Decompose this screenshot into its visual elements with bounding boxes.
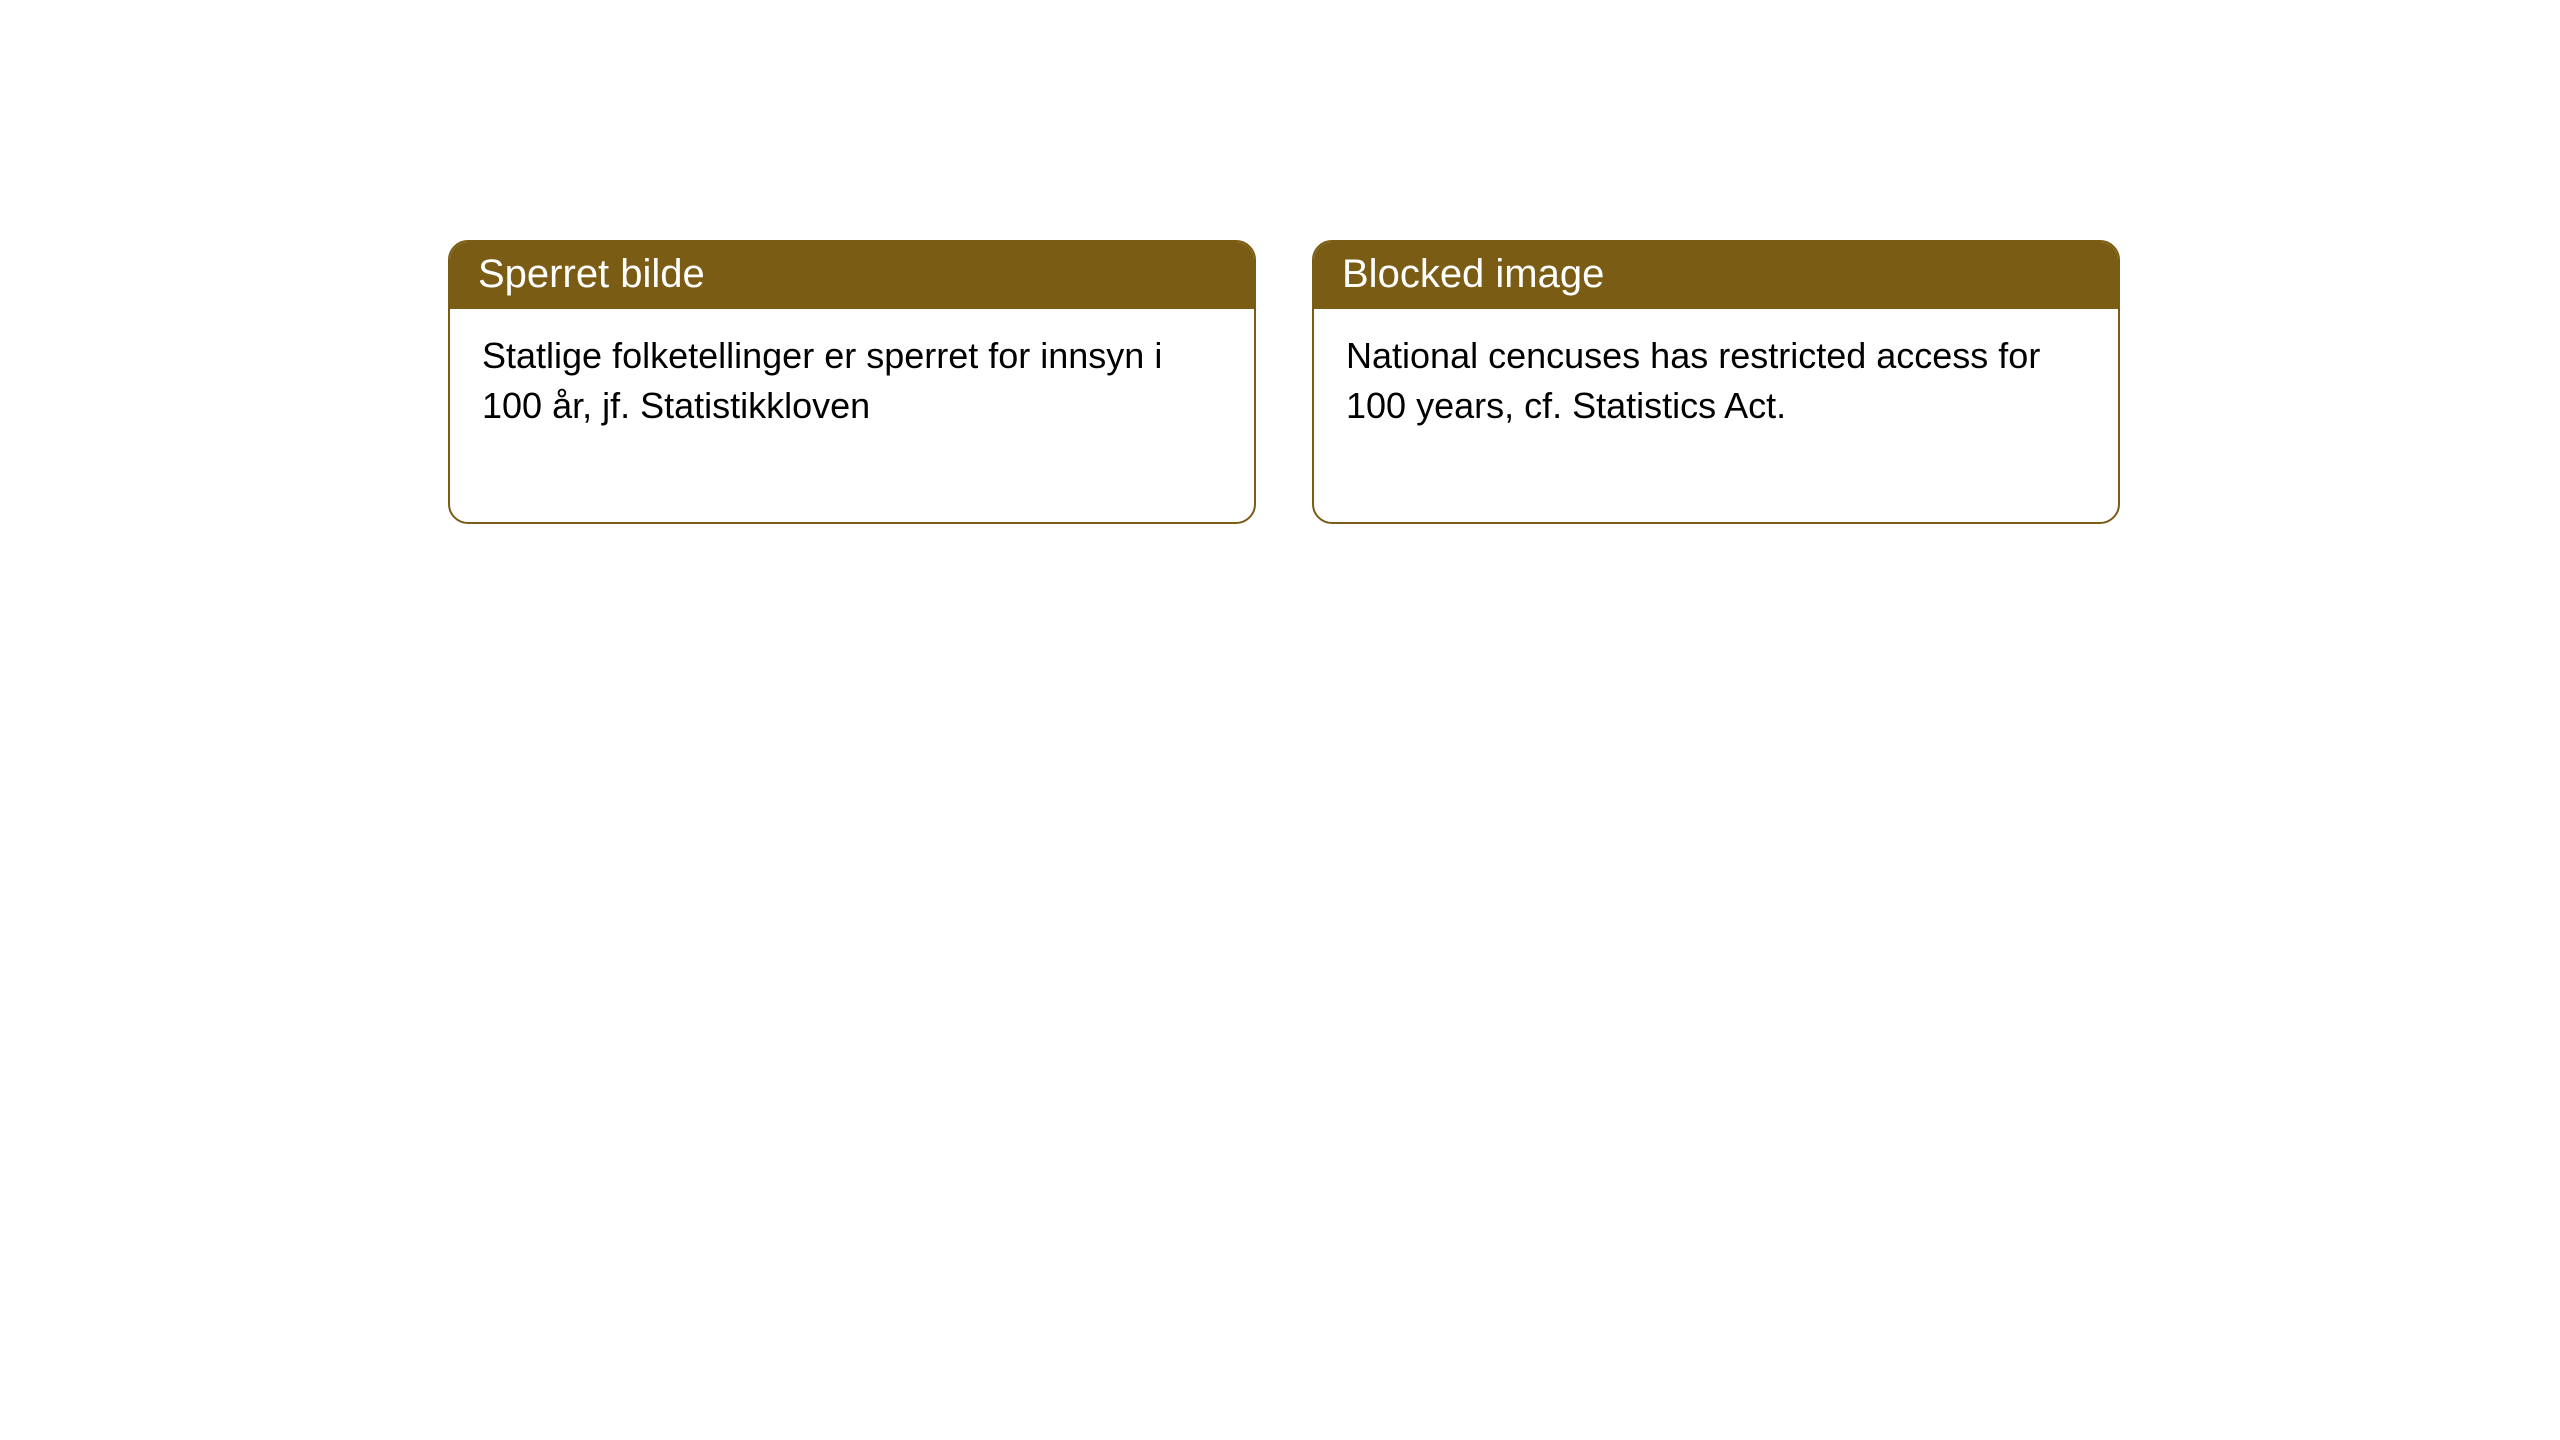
notice-text: National cencuses has restricted access … [1346,335,2040,426]
notice-body: National cencuses has restricted access … [1314,309,2118,522]
notices-container: Sperret bilde Statlige folketellinger er… [0,0,2560,524]
notice-header: Blocked image [1314,242,2118,309]
notice-title: Sperret bilde [478,252,705,296]
notice-text: Statlige folketellinger er sperret for i… [482,335,1162,426]
notice-card-norwegian: Sperret bilde Statlige folketellinger er… [448,240,1256,524]
notice-header: Sperret bilde [450,242,1254,309]
notice-card-english: Blocked image National cencuses has rest… [1312,240,2120,524]
notice-body: Statlige folketellinger er sperret for i… [450,309,1254,522]
notice-title: Blocked image [1342,252,1604,296]
